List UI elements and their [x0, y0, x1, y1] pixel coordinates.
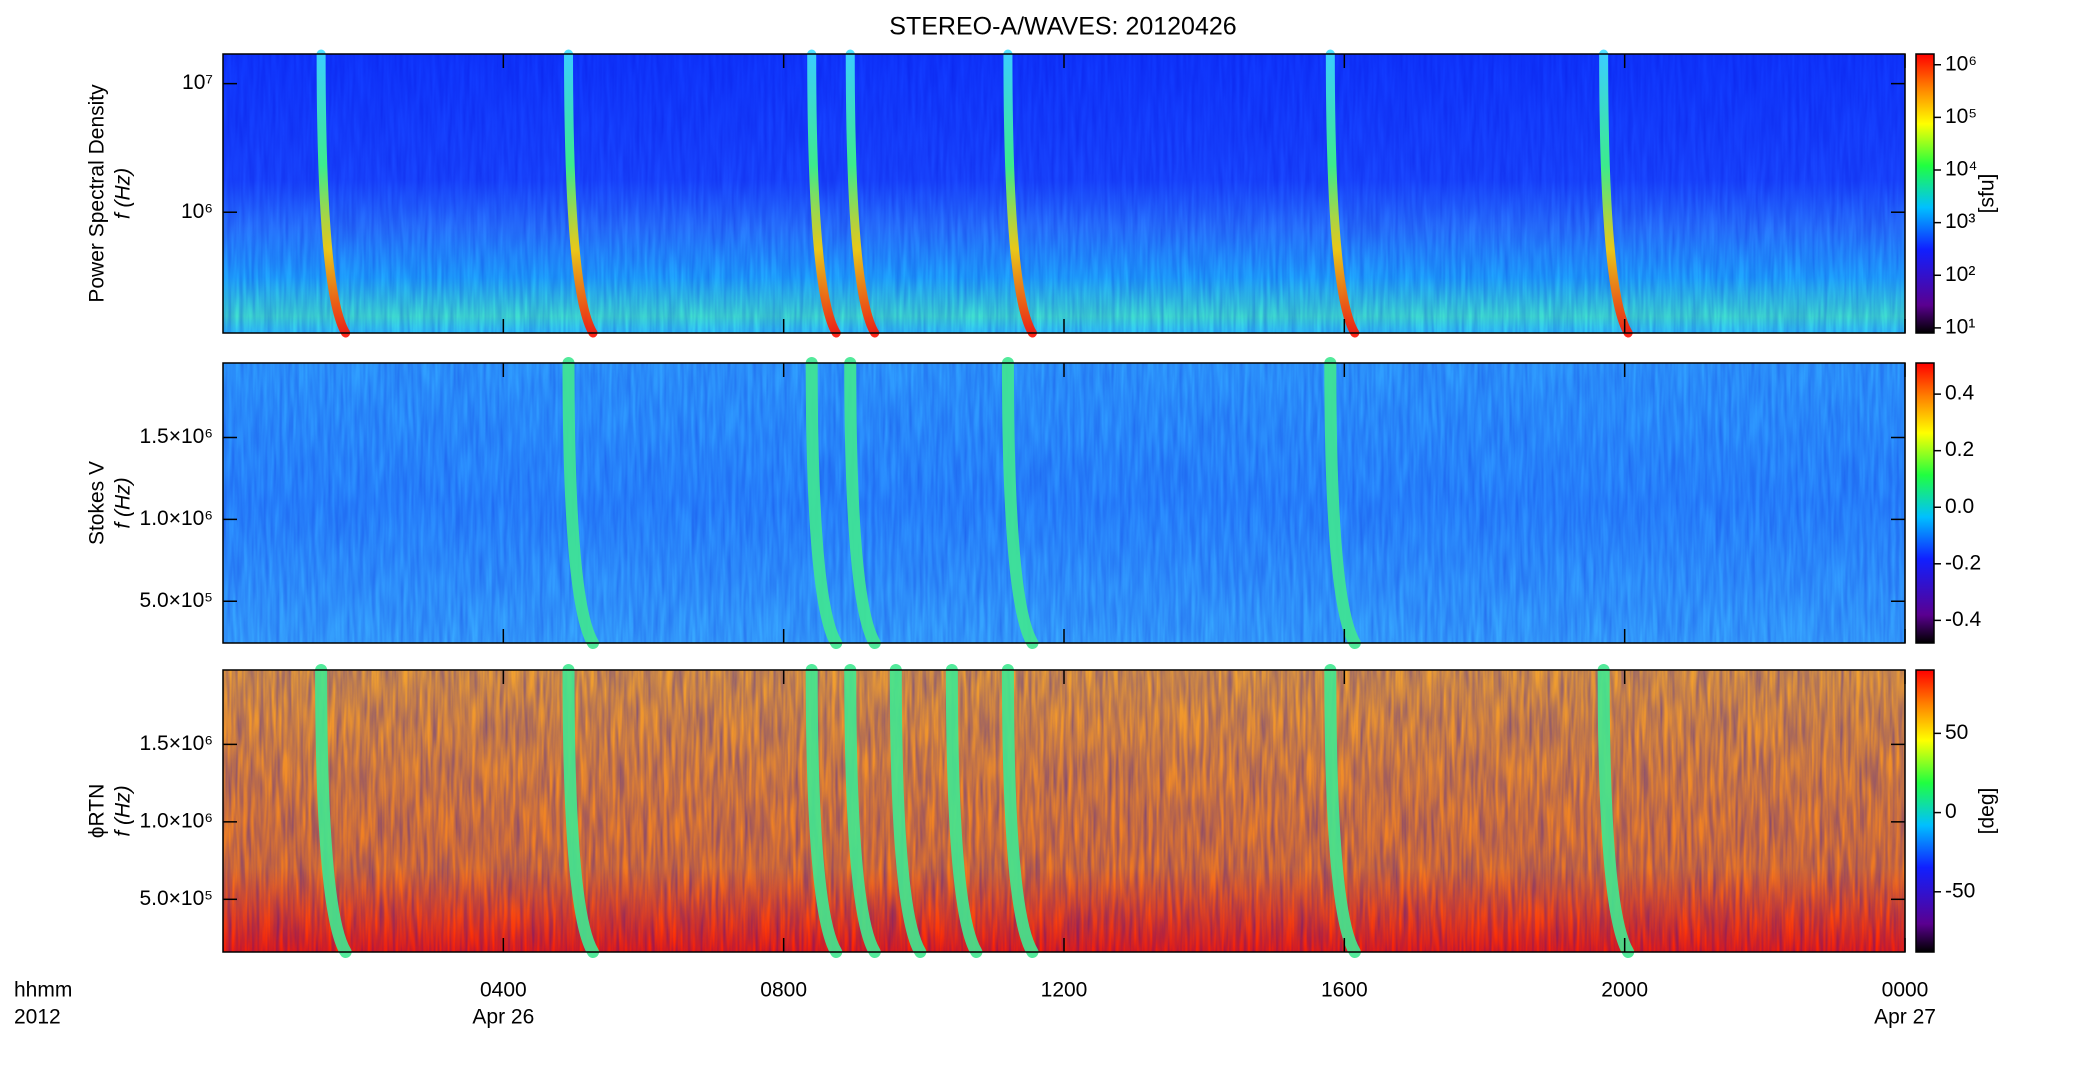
colorbar-tick-label: -50 [1945, 879, 1975, 902]
y-axis-label: ϕRTN [86, 784, 109, 839]
y-tick-label: 1.0×10⁶ [140, 809, 213, 832]
colorbar-tick-label: 10⁵ [1945, 105, 1977, 128]
colorbar-tick-label: 0.4 [1945, 382, 1975, 405]
year-label: 2012 [14, 1006, 61, 1029]
burst [316, 49, 351, 338]
colorbar-tick-label: 10⁴ [1945, 158, 1977, 181]
y-axis-label: Power Spectral Density [86, 84, 109, 303]
colorbar-label: [deg] [1976, 788, 1999, 835]
colorbar-tick-label: 0.0 [1945, 495, 1974, 518]
colorbar [1915, 53, 1935, 334]
date-label: Apr 27 [1874, 1006, 1936, 1029]
burst [844, 357, 881, 649]
burst [844, 664, 881, 958]
colorbar [1915, 669, 1935, 953]
spectrogram-texture [223, 363, 1905, 643]
y-tick-label: 1.0×10⁶ [140, 507, 213, 530]
y-tick-label: 5.0×10⁵ [139, 589, 213, 612]
date-label: Apr 26 [472, 1006, 534, 1029]
x-tick-label: 0000 [1882, 979, 1929, 1002]
x-tick-label: 0800 [760, 979, 807, 1002]
burst [805, 664, 843, 958]
y-axis-label: f (Hz) [112, 168, 135, 219]
y-tick-label: 5.0×10⁵ [139, 887, 213, 910]
burst [805, 357, 843, 649]
y-tick-label: 10⁷ [182, 71, 213, 94]
x-tick-label: 0400 [480, 979, 527, 1002]
burst [1001, 357, 1039, 649]
x-tick-label: 2000 [1601, 979, 1648, 1002]
colorbar [1915, 362, 1935, 644]
colorbar-tick-label: -0.4 [1945, 608, 1982, 631]
colorbar-tick-label: -0.2 [1945, 551, 1981, 574]
burst [889, 664, 927, 958]
colorbar-tick-label: 10¹ [1945, 315, 1975, 338]
burst [1324, 357, 1361, 649]
spectrogram-texture [223, 54, 1905, 333]
burst [1324, 664, 1361, 958]
y-tick-label: 10⁶ [181, 200, 213, 223]
y-tick-label: 1.5×10⁶ [140, 732, 213, 755]
burst [1597, 664, 1635, 958]
chart-title: STEREO-A/WAVES: 20120426 [889, 13, 1236, 41]
colorbar-tick-label: 0.2 [1945, 438, 1974, 461]
spectrogram-texture [223, 670, 1905, 952]
colorbar-tick-label: 10⁶ [1945, 52, 1977, 75]
burst [945, 664, 983, 958]
x-tick-label: 1600 [1321, 979, 1368, 1002]
colorbar-tick-label: 10³ [1945, 210, 1975, 233]
burst [564, 49, 598, 338]
burst [1325, 49, 1360, 338]
y-axis-label: f (Hz) [112, 477, 135, 528]
colorbar-tick-label: 50 [1945, 721, 1968, 744]
burst [562, 664, 600, 958]
y-axis-label: f (Hz) [112, 785, 135, 836]
burst [1001, 664, 1039, 958]
x-axis-label: hhmm [14, 979, 72, 1002]
burst [1599, 49, 1633, 338]
burst [315, 664, 352, 958]
burst [807, 49, 841, 338]
burst [845, 49, 880, 338]
x-tick-label: 1200 [1041, 979, 1088, 1002]
y-axis-label: Stokes V [86, 461, 109, 545]
burst [562, 357, 600, 649]
colorbar-label: [sfu] [1976, 174, 1999, 214]
colorbar-tick-label: 10² [1945, 263, 1975, 286]
y-tick-label: 1.5×10⁶ [140, 425, 213, 448]
colorbar-tick-label: 0 [1945, 800, 1957, 823]
burst [1003, 49, 1037, 338]
